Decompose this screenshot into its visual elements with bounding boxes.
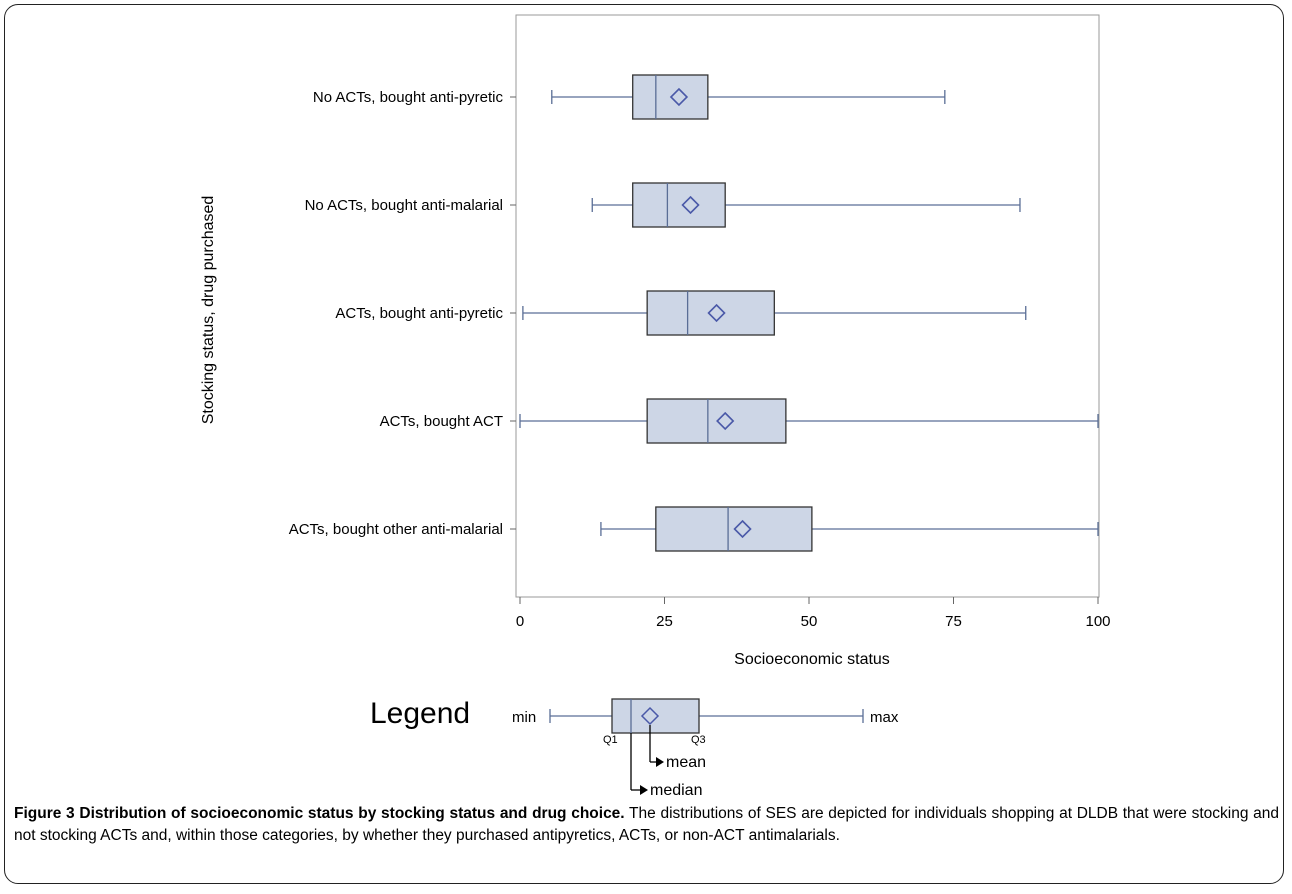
box-group [522, 290, 1027, 336]
y-axis-label: Stocking status, drug purchased [200, 196, 217, 425]
legend: Legend min max Q1 Q3 mean median [370, 697, 899, 799]
y-tick-label: No ACTs, bought anti-malarial [305, 197, 503, 214]
legend-q1-label: Q1 [603, 734, 618, 746]
plot-area [515, 14, 1100, 598]
caption-title: Figure 3 Distribution of socioeconomic s… [14, 805, 625, 822]
legend-mean-arrowhead [656, 757, 664, 767]
legend-median-arrowhead [640, 785, 648, 795]
y-tick-label: ACTs, bought anti-pyretic [335, 305, 503, 322]
caption-body: The distributions of SES are depicted fo… [14, 805, 1280, 844]
mean-marker [733, 519, 752, 539]
box-group [591, 182, 1021, 228]
legend-title: Legend [370, 697, 470, 730]
iqr-box [632, 182, 726, 228]
mean-marker [669, 87, 689, 107]
legend-mean-label: mean [666, 754, 706, 771]
box-group [519, 398, 1099, 444]
iqr-box [646, 290, 775, 336]
figure-caption: Figure 3 Distribution of socioeconomic s… [14, 803, 1279, 847]
legend-max-label: max [870, 709, 899, 726]
legend-q3-label: Q3 [691, 734, 706, 746]
boxes-layer [519, 74, 1099, 552]
x-tick-label: 0 [516, 613, 524, 630]
mean-marker [681, 195, 700, 215]
y-tick-label: No ACTs, bought anti-pyretic [313, 89, 504, 106]
y-tick-label: ACTs, bought other anti-malarial [289, 521, 503, 538]
legend-min-label: min [512, 709, 536, 726]
x-tick-labels: 0 25 50 75 100 [516, 597, 1111, 630]
x-tick-label: 100 [1085, 613, 1110, 630]
legend-box [611, 698, 700, 734]
figure-frame [4, 4, 1284, 884]
y-tick-label: ACTs, bought ACT [380, 413, 503, 430]
x-axis-label: Socioeconomic status [734, 651, 890, 668]
legend-mean-marker [640, 706, 660, 726]
boxplot-chart: No ACTs, bought anti-pyretic No ACTs, bou… [200, 14, 1111, 668]
mean-marker [716, 411, 735, 431]
box-group [600, 506, 1099, 552]
box-group [551, 74, 946, 120]
y-tick-labels: No ACTs, bought anti-pyretic No ACTs, bou… [289, 89, 516, 538]
mean-marker [707, 303, 726, 323]
x-tick-label: 75 [945, 613, 962, 630]
legend-median-label: median [650, 782, 702, 799]
x-tick-label: 25 [656, 613, 673, 630]
x-tick-label: 50 [801, 613, 818, 630]
